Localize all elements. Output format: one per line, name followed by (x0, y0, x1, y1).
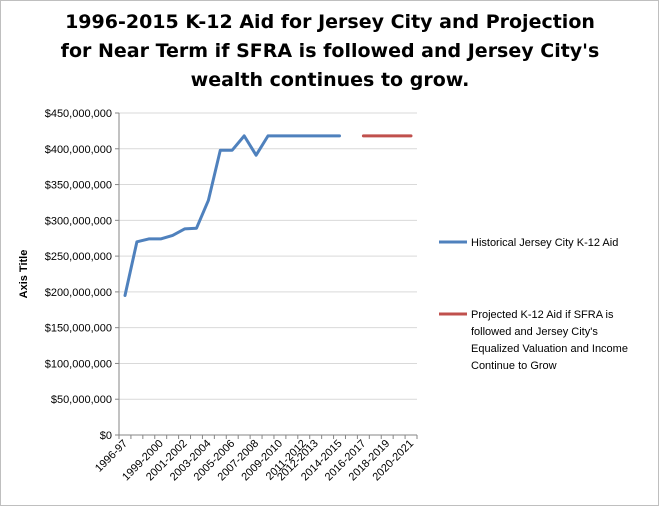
y-tick-label: $150,000,000 (45, 323, 112, 335)
y-tick-label: $100,000,000 (45, 358, 112, 370)
legend-label-projected-line: followed and Jersey City's (471, 326, 598, 338)
y-tick-label: $300,000,000 (45, 215, 112, 227)
chart-title-line-3: wealth continues to grow. (190, 69, 470, 91)
chart-title-line-2: for Near Term if SFRA is followed and Je… (60, 40, 600, 62)
series-line-1 (123, 134, 341, 297)
legend-label-projected-line: Equalized Valuation and Income (471, 343, 628, 355)
legend-label-projected: Projected K-12 Aid if SFRA is followed an… (471, 309, 628, 372)
y-tick-label: $250,000,000 (45, 251, 112, 263)
chart-title-line-1: 1996-2015 K-12 Aid for Jersey City and P… (65, 11, 595, 33)
y-axis-title: Axis Title (18, 250, 30, 299)
series-lines (123, 134, 413, 297)
chart-title: 1996-2015 K-12 Aid for Jersey City and P… (40, 8, 620, 95)
axes (115, 112, 418, 439)
y-tick-label: $450,000,000 (45, 108, 112, 120)
legend-label-historical: Historical Jersey City K-12 Aid (471, 237, 618, 249)
y-tick-label: $350,000,000 (45, 180, 112, 192)
legend-label-projected-line: Projected K-12 Aid if SFRA is (471, 309, 614, 321)
y-tick-label: $400,000,000 (45, 144, 112, 156)
legend: Historical Jersey City K-12 Aid Projected… (439, 237, 628, 372)
gridlines (119, 112, 417, 400)
y-tick-label: $0 (100, 430, 112, 442)
legend-label-projected-line: Continue to Grow (471, 360, 557, 372)
y-tick-label: $200,000,000 (45, 287, 112, 299)
y-tick-label: $50,000,000 (51, 394, 112, 406)
